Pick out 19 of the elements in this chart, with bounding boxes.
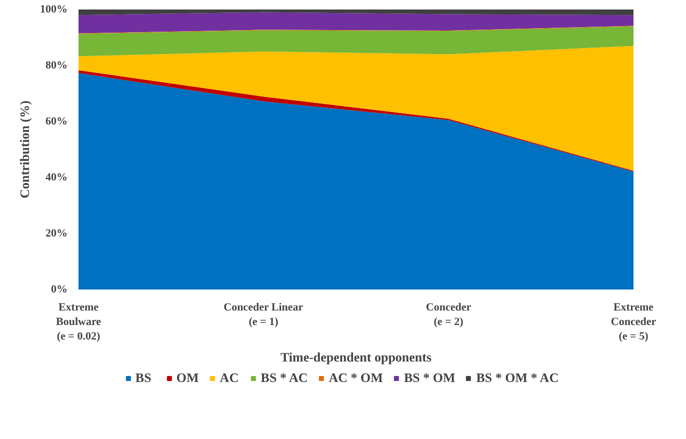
y-tick-label: 0% bbox=[51, 284, 68, 296]
legend-label: BS bbox=[135, 370, 152, 386]
y-tick-label: 40% bbox=[46, 172, 68, 184]
legend-label: OM bbox=[176, 370, 199, 386]
x-tick-label: Conceder Linear (e = 1) bbox=[224, 302, 304, 328]
x-tick-label: Conceder (e = 2) bbox=[426, 302, 472, 328]
legend-label: BS * AC bbox=[260, 370, 308, 386]
legend-label: AC bbox=[220, 370, 240, 386]
legend-label: BS * OM * AC bbox=[476, 370, 559, 386]
y-tick-label: 20% bbox=[46, 228, 68, 240]
legend-label: BS * OM bbox=[404, 370, 456, 386]
x-axis-title: Time-dependent opponents bbox=[280, 349, 432, 364]
x-tick-label: Extreme Conceder (e = 5) bbox=[610, 302, 656, 342]
y-tick-label: 100% bbox=[40, 4, 68, 16]
legend-label: AC * OM bbox=[328, 370, 383, 386]
y-axis-title: Contribution (%) bbox=[17, 100, 32, 198]
x-tick-label: Extreme Boulware (e = 0.02) bbox=[56, 302, 102, 342]
y-tick-label: 60% bbox=[46, 116, 68, 128]
y-tick-label: 80% bbox=[46, 60, 68, 72]
